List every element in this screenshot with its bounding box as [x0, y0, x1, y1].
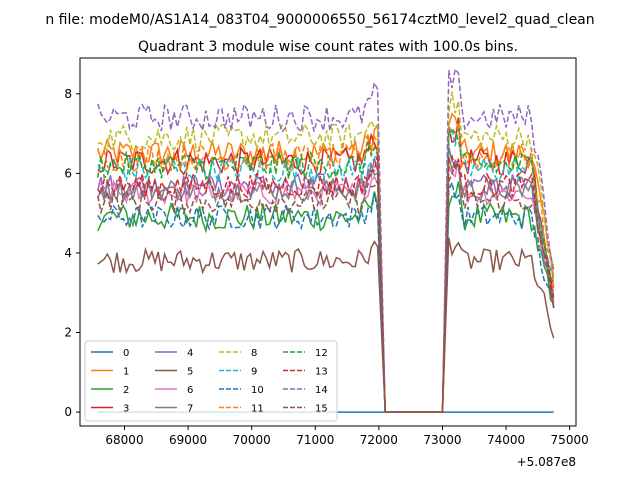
y-tick-label: 2 [64, 326, 72, 340]
series-line-13 [97, 154, 555, 413]
x-tick-label: 75000 [551, 433, 589, 447]
x-axis: 68000 69000 70000 71000 72000 73000 74000 75000 [105, 426, 589, 447]
legend-label-15[interactable]: 15 [315, 404, 328, 415]
chart-title: Quadrant 3 module wise count rates with … [138, 39, 518, 55]
y-tick-label: 0 [64, 405, 72, 419]
x-tick-label: 74000 [487, 433, 525, 447]
y-tick-label: 8 [64, 87, 72, 101]
chart-suptitle: n file: modeM0/AS1A14_083T04_9000006550_… [45, 12, 594, 28]
x-tick-label: 68000 [105, 433, 143, 447]
axes-frame [79, 57, 577, 427]
legend-label-4[interactable]: 4 [187, 348, 193, 359]
y-axis: 0 2 4 6 8 [64, 87, 80, 419]
legend-label-10[interactable]: 10 [251, 385, 264, 396]
series-line-9 [97, 125, 555, 413]
legend-box [84, 340, 338, 422]
series-line-2 [97, 181, 555, 413]
legend-label-6[interactable]: 6 [187, 385, 193, 396]
series-line-12 [97, 129, 555, 413]
legend-label-11[interactable]: 11 [251, 404, 264, 415]
series-line-15 [97, 164, 555, 413]
legend-label-0[interactable]: 0 [123, 348, 129, 359]
legend-label-7[interactable]: 7 [187, 404, 193, 415]
series-line-8 [97, 91, 555, 413]
legend-label-12[interactable]: 12 [315, 348, 328, 359]
series-layer [97, 67, 555, 413]
legend-label-14[interactable]: 14 [315, 385, 328, 396]
y-tick-label: 4 [64, 246, 72, 260]
x-axis-offset-label: +5.087e8 [517, 455, 576, 469]
x-tick-label: 71000 [296, 433, 334, 447]
legend-label-3[interactable]: 3 [123, 404, 129, 415]
series-line-5 [97, 237, 555, 413]
series-line-7 [97, 156, 555, 413]
x-tick-label: 69000 [169, 433, 207, 447]
legend-label-9[interactable]: 9 [251, 367, 257, 378]
legend-label-2[interactable]: 2 [123, 385, 129, 396]
x-tick-label: 73000 [423, 433, 461, 447]
x-tick-label: 70000 [233, 433, 271, 447]
series-line-10 [97, 179, 555, 413]
series-line-14 [97, 67, 555, 413]
x-tick-label: 72000 [360, 433, 398, 447]
legend-label-8[interactable]: 8 [251, 348, 257, 359]
legend-label-1[interactable]: 1 [123, 367, 129, 378]
y-tick-label: 6 [64, 166, 72, 180]
legend-label-5[interactable]: 5 [187, 367, 193, 378]
legend-label-13[interactable]: 13 [315, 367, 328, 378]
